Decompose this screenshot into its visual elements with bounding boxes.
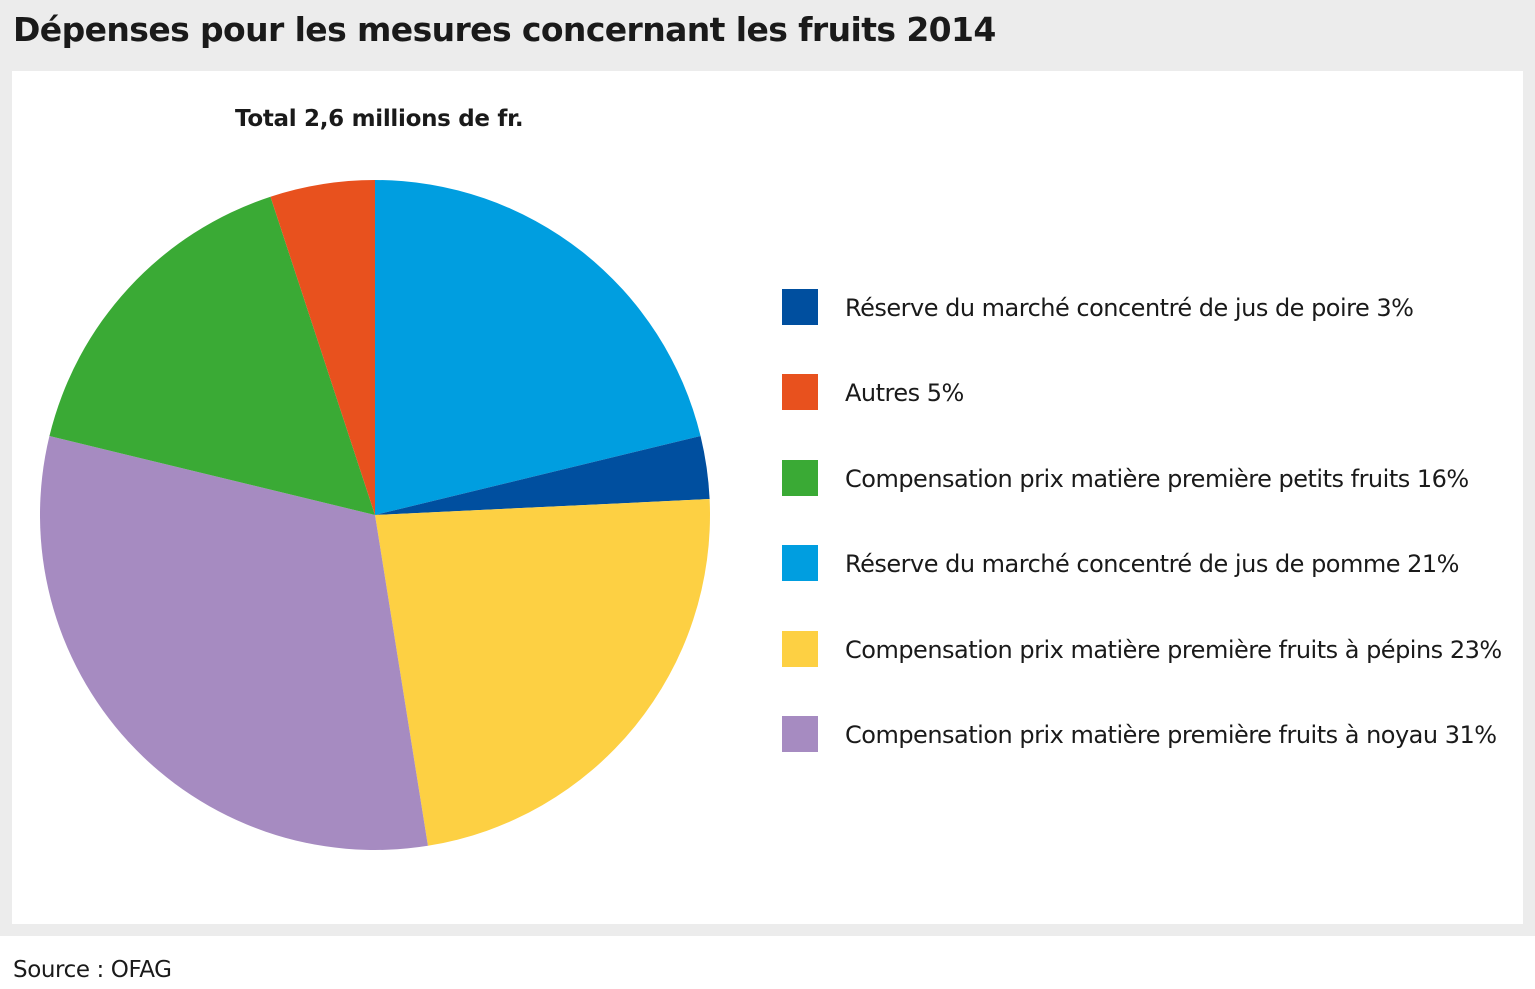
pie-slice-reserve-du-marche-concentre-de-jus-de-pomme bbox=[375, 180, 701, 515]
legend-swatch bbox=[782, 716, 818, 752]
legend-label: Compensation prix matière première fruit… bbox=[845, 721, 1497, 749]
pie-slice-compensation-prix-matiere-premiere-fruits-a-pepins bbox=[375, 499, 710, 846]
legend-label: Réserve du marché concentré de jus de po… bbox=[845, 294, 1414, 322]
legend-item-autres: Autres 5% bbox=[782, 373, 1522, 411]
legend-swatch bbox=[782, 545, 818, 582]
legend-swatch bbox=[782, 630, 818, 667]
legend-label: Compensation prix matière première fruit… bbox=[845, 635, 1502, 664]
chart-title: Dépenses pour les mesures concernant les… bbox=[13, 10, 996, 49]
legend-item-compensation-prix-matiere-premiere-petits-fruits: Compensation prix matière première petit… bbox=[782, 459, 1522, 496]
legend-label: Autres 5% bbox=[845, 379, 964, 408]
legend-item-compensation-prix-matiere-premiere-fruits-a-noyau: Compensation prix matière première fruit… bbox=[782, 715, 1522, 752]
pie-slice-compensation-prix-matiere-premiere-petits-fruits bbox=[49, 196, 375, 516]
source-note: Source : OFAG bbox=[13, 957, 172, 983]
legend-item-compensation-prix-matiere-premiere-fruits-a-pepins: Compensation prix matière première fruit… bbox=[782, 630, 1522, 667]
legend-item-reserve-du-marche-concentre-de-jus-de-pomme: Réserve du marché concentré de jus de po… bbox=[782, 544, 1522, 582]
pie-slice-compensation-prix-matiere-premiere-fruits-a-noyau bbox=[39, 436, 428, 850]
legend-swatch bbox=[782, 459, 818, 496]
chart-frame: Dépenses pour les mesures concernant les… bbox=[0, 0, 1535, 936]
pie-slice-autres bbox=[270, 180, 375, 515]
legend-label: Réserve du marché concentré de jus de po… bbox=[845, 550, 1460, 579]
legend-swatch bbox=[782, 289, 818, 325]
legend-label: Compensation prix matière première petit… bbox=[845, 464, 1469, 493]
pie-chart bbox=[39, 180, 710, 850]
pie-slice-reserve-du-marche-concentre-de-jus-de-poire bbox=[375, 436, 710, 515]
legend-swatch bbox=[782, 374, 818, 411]
legend-item-reserve-du-marche-concentre-de-jus-de-poire: Réserve du marché concentré de jus de po… bbox=[782, 288, 1522, 325]
pie-total-label: Total 2,6 millions de fr. bbox=[235, 106, 524, 132]
